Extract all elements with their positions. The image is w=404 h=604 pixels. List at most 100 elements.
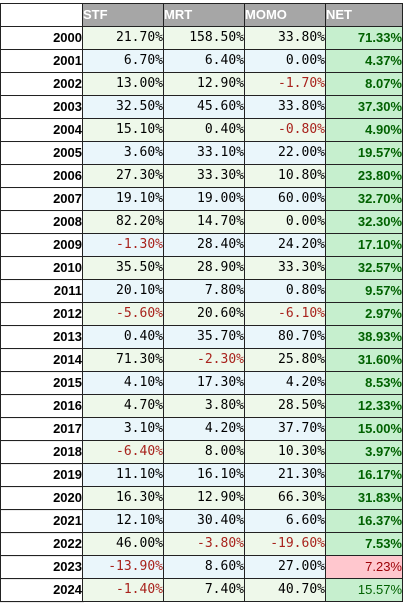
cell-momo[interactable]: 0.00% [244, 49, 326, 73]
cell-stf[interactable]: -6.40% [82, 440, 164, 464]
cell-stf[interactable]: 35.50% [82, 256, 164, 280]
row-year-label[interactable]: 2020 [0, 486, 83, 510]
row-year-label[interactable]: 2003 [0, 95, 83, 119]
cell-net[interactable]: 4.37% [325, 49, 403, 73]
cell-mrt[interactable]: 8.00% [163, 440, 245, 464]
cell-net[interactable]: 3.97% [325, 440, 403, 464]
cell-mrt[interactable]: 28.40% [163, 233, 245, 257]
cell-net[interactable]: 31.60% [325, 348, 403, 372]
column-header-net[interactable]: NET [325, 3, 403, 27]
row-year-label[interactable]: 2015 [0, 371, 83, 395]
cell-mrt[interactable]: 8.60% [163, 555, 245, 579]
cell-momo[interactable]: 0.00% [244, 210, 326, 234]
cell-net[interactable]: 4.90% [325, 118, 403, 142]
cell-momo[interactable]: 22.00% [244, 141, 326, 165]
cell-mrt[interactable]: 28.90% [163, 256, 245, 280]
row-year-label[interactable]: 2022 [0, 532, 83, 556]
cell-momo[interactable]: 33.30% [244, 256, 326, 280]
cell-momo[interactable]: 33.80% [244, 26, 326, 50]
cell-momo[interactable]: 40.70% [244, 578, 326, 602]
cell-mrt[interactable]: -3.80% [163, 532, 245, 556]
cell-net[interactable]: 23.80% [325, 164, 403, 188]
row-year-label[interactable]: 2013 [0, 325, 83, 349]
cell-net[interactable]: 7.53% [325, 532, 403, 556]
row-year-label[interactable]: 2005 [0, 141, 83, 165]
cell-net[interactable]: 16.17% [325, 463, 403, 487]
row-year-label[interactable]: 2019 [0, 463, 83, 487]
cell-stf[interactable]: 71.30% [82, 348, 164, 372]
cell-stf[interactable]: 20.10% [82, 279, 164, 303]
cell-mrt[interactable]: 7.80% [163, 279, 245, 303]
cell-momo[interactable]: 4.20% [244, 371, 326, 395]
cell-stf[interactable]: 16.30% [82, 486, 164, 510]
cell-momo[interactable]: 6.60% [244, 509, 326, 533]
cell-momo[interactable]: 66.30% [244, 486, 326, 510]
row-year-label[interactable]: 2001 [0, 49, 83, 73]
cell-mrt[interactable]: 12.90% [163, 72, 245, 96]
cell-mrt[interactable]: 0.40% [163, 118, 245, 142]
cell-momo[interactable]: -0.80% [244, 118, 326, 142]
cell-net[interactable]: 12.33% [325, 394, 403, 418]
cell-momo[interactable]: 0.80% [244, 279, 326, 303]
cell-mrt[interactable]: 35.70% [163, 325, 245, 349]
cell-mrt[interactable]: 19.00% [163, 187, 245, 211]
cell-mrt[interactable]: 33.10% [163, 141, 245, 165]
cell-mrt[interactable]: 3.80% [163, 394, 245, 418]
cell-stf[interactable]: 0.40% [82, 325, 164, 349]
cell-net[interactable]: 15.00% [325, 417, 403, 441]
cell-mrt[interactable]: 158.50% [163, 26, 245, 50]
cell-net[interactable]: 19.57% [325, 141, 403, 165]
cell-mrt[interactable]: 33.30% [163, 164, 245, 188]
cell-momo[interactable]: 37.70% [244, 417, 326, 441]
row-year-label[interactable]: 2004 [0, 118, 83, 142]
row-year-label[interactable]: 2008 [0, 210, 83, 234]
cell-stf[interactable]: -5.60% [82, 302, 164, 326]
cell-stf[interactable]: 82.20% [82, 210, 164, 234]
row-year-label[interactable]: 2012 [0, 302, 83, 326]
row-year-label[interactable]: 2007 [0, 187, 83, 211]
cell-momo[interactable]: 25.80% [244, 348, 326, 372]
cell-net[interactable]: 38.93% [325, 325, 403, 349]
cell-stf[interactable]: 3.10% [82, 417, 164, 441]
cell-stf[interactable]: 27.30% [82, 164, 164, 188]
row-year-label[interactable]: 2016 [0, 394, 83, 418]
cell-net[interactable]: 16.37% [325, 509, 403, 533]
row-year-label[interactable]: 2000 [0, 26, 83, 50]
cell-net[interactable]: 37.30% [325, 95, 403, 119]
column-header-stf[interactable]: STF [82, 3, 164, 27]
cell-stf[interactable]: 12.10% [82, 509, 164, 533]
row-year-label[interactable]: 2006 [0, 164, 83, 188]
cell-momo[interactable]: -1.70% [244, 72, 326, 96]
cell-mrt[interactable]: 17.30% [163, 371, 245, 395]
cell-momo[interactable]: 10.80% [244, 164, 326, 188]
cell-momo[interactable]: -19.60% [244, 532, 326, 556]
cell-stf[interactable]: 46.00% [82, 532, 164, 556]
cell-stf[interactable]: 4.10% [82, 371, 164, 395]
corner-cell[interactable] [0, 3, 83, 27]
cell-net[interactable]: 32.57% [325, 256, 403, 280]
cell-momo[interactable]: 80.70% [244, 325, 326, 349]
cell-net[interactable]: 31.83% [325, 486, 403, 510]
column-header-mrt[interactable]: MRT [163, 3, 245, 27]
cell-stf[interactable]: 6.70% [82, 49, 164, 73]
cell-momo[interactable]: 27.00% [244, 555, 326, 579]
cell-mrt[interactable]: 6.40% [163, 49, 245, 73]
cell-stf[interactable]: 15.10% [82, 118, 164, 142]
row-year-label[interactable]: 2021 [0, 509, 83, 533]
row-year-label[interactable]: 2024 [0, 578, 83, 602]
cell-mrt[interactable]: 45.60% [163, 95, 245, 119]
cell-mrt[interactable]: 4.20% [163, 417, 245, 441]
cell-momo[interactable]: 28.50% [244, 394, 326, 418]
cell-stf[interactable]: -13.90% [82, 555, 164, 579]
cell-stf[interactable]: 4.70% [82, 394, 164, 418]
row-year-label[interactable]: 2009 [0, 233, 83, 257]
cell-stf[interactable]: -1.30% [82, 233, 164, 257]
cell-momo[interactable]: 10.30% [244, 440, 326, 464]
cell-mrt[interactable]: 30.40% [163, 509, 245, 533]
cell-net[interactable]: 32.30% [325, 210, 403, 234]
cell-momo[interactable]: -6.10% [244, 302, 326, 326]
cell-mrt[interactable]: 16.10% [163, 463, 245, 487]
cell-net[interactable]: 15.57% [325, 578, 403, 602]
cell-momo[interactable]: 60.00% [244, 187, 326, 211]
cell-mrt[interactable]: -2.30% [163, 348, 245, 372]
